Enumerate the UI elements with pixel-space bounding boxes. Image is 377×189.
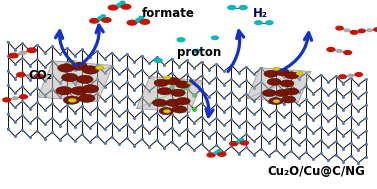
Circle shape (120, 1, 125, 4)
Circle shape (56, 87, 72, 95)
Circle shape (82, 85, 99, 93)
Circle shape (358, 29, 365, 33)
Circle shape (280, 80, 294, 87)
Circle shape (237, 140, 243, 143)
Circle shape (95, 66, 104, 70)
Circle shape (344, 51, 352, 54)
Polygon shape (247, 68, 311, 102)
Circle shape (140, 19, 150, 24)
Circle shape (71, 62, 87, 70)
Circle shape (336, 26, 343, 30)
Circle shape (68, 60, 77, 64)
Circle shape (27, 74, 33, 77)
Circle shape (35, 74, 44, 78)
Circle shape (77, 75, 93, 84)
Circle shape (17, 73, 25, 77)
Circle shape (155, 59, 162, 62)
Circle shape (275, 90, 289, 97)
Text: CO₂: CO₂ (28, 69, 52, 82)
Circle shape (296, 72, 303, 75)
Circle shape (108, 5, 118, 10)
Circle shape (152, 99, 167, 106)
Circle shape (207, 153, 215, 157)
Circle shape (121, 4, 131, 9)
Circle shape (355, 73, 362, 76)
Circle shape (187, 81, 195, 84)
Circle shape (171, 89, 185, 97)
Circle shape (275, 69, 289, 76)
Circle shape (101, 15, 106, 17)
Circle shape (177, 38, 185, 42)
Circle shape (240, 138, 244, 140)
Circle shape (127, 20, 137, 25)
Circle shape (98, 17, 105, 20)
Circle shape (285, 88, 299, 95)
Circle shape (82, 66, 99, 74)
Circle shape (273, 67, 280, 71)
Circle shape (269, 98, 283, 105)
Circle shape (157, 88, 172, 95)
Circle shape (9, 53, 18, 58)
Circle shape (163, 76, 171, 80)
Circle shape (139, 16, 144, 19)
Circle shape (117, 3, 124, 7)
Circle shape (163, 109, 171, 113)
Circle shape (228, 6, 236, 9)
Circle shape (266, 21, 273, 25)
Circle shape (61, 73, 78, 82)
Text: H₂: H₂ (253, 7, 268, 20)
Circle shape (90, 19, 99, 23)
Circle shape (239, 6, 247, 9)
Circle shape (102, 18, 111, 22)
Circle shape (58, 64, 74, 72)
Circle shape (348, 74, 353, 77)
Circle shape (230, 142, 238, 146)
Text: formate: formate (141, 7, 194, 20)
Circle shape (262, 90, 276, 97)
Circle shape (218, 152, 226, 156)
Circle shape (154, 79, 169, 87)
Circle shape (63, 96, 80, 104)
Circle shape (172, 106, 187, 113)
Circle shape (214, 151, 221, 154)
Circle shape (264, 70, 278, 77)
Text: Cu₂O/Cu@C/NG: Cu₂O/Cu@C/NG (268, 166, 366, 178)
Circle shape (19, 51, 26, 55)
Polygon shape (136, 77, 203, 112)
Text: proton: proton (177, 46, 221, 59)
Circle shape (217, 150, 221, 152)
Circle shape (336, 50, 342, 53)
Circle shape (255, 21, 262, 25)
Circle shape (241, 141, 248, 145)
Circle shape (68, 98, 77, 102)
Circle shape (327, 48, 335, 51)
Circle shape (166, 77, 180, 85)
Circle shape (12, 97, 18, 100)
Circle shape (166, 99, 180, 106)
Circle shape (273, 99, 280, 103)
Circle shape (344, 29, 349, 32)
Circle shape (27, 48, 36, 53)
Polygon shape (38, 61, 113, 102)
Circle shape (374, 28, 377, 31)
Circle shape (367, 29, 372, 32)
Circle shape (211, 36, 218, 40)
Circle shape (339, 75, 346, 78)
Circle shape (351, 31, 358, 34)
Circle shape (282, 96, 296, 103)
Circle shape (267, 78, 281, 85)
Circle shape (71, 87, 87, 95)
Circle shape (136, 18, 143, 22)
Circle shape (159, 108, 174, 115)
Circle shape (176, 81, 190, 88)
Circle shape (20, 95, 28, 99)
Circle shape (285, 72, 299, 79)
Circle shape (3, 98, 11, 102)
Circle shape (193, 49, 199, 53)
Circle shape (176, 98, 190, 105)
Circle shape (78, 94, 95, 102)
